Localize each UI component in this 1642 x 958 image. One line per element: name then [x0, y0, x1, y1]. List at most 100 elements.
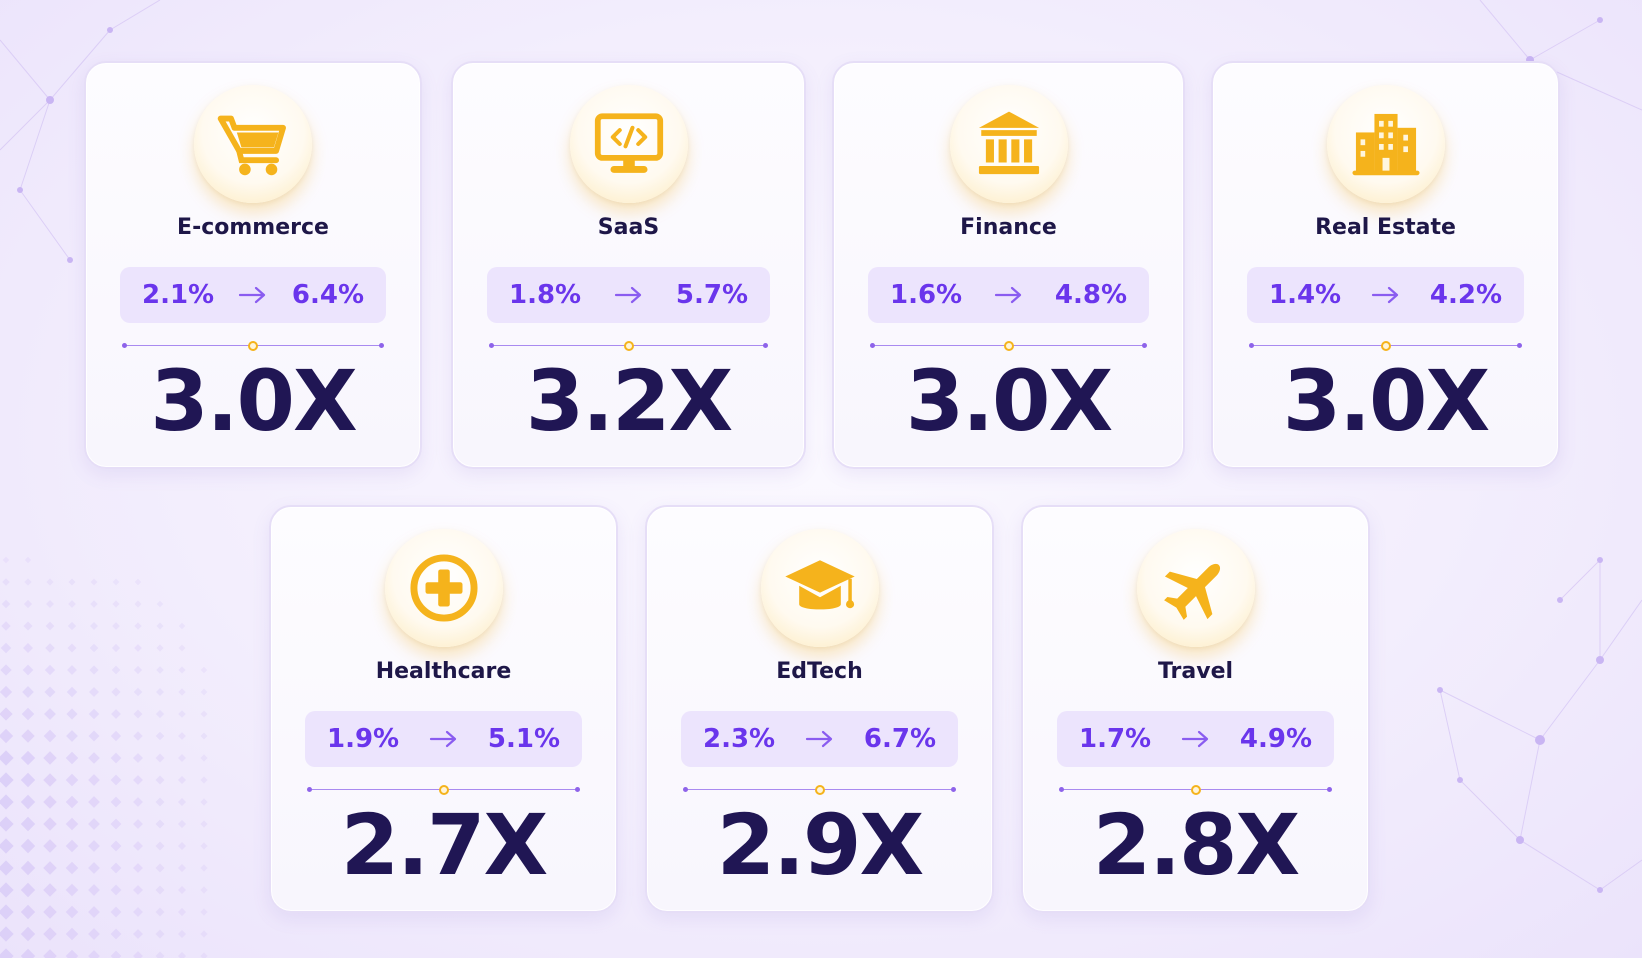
halftone-dot: [110, 752, 122, 764]
halftone-dot: [66, 686, 78, 698]
halftone-dot: [43, 729, 57, 743]
halftone-dot: [89, 665, 99, 675]
halftone-dot: [20, 838, 36, 854]
halftone-dot: [43, 839, 57, 853]
halftone-dot: [20, 904, 36, 920]
halftone-dot: [0, 664, 12, 676]
halftone-dot: [88, 928, 100, 940]
halftone-dot: [44, 686, 56, 698]
icon-badge: [1326, 85, 1445, 203]
rate-after: 4.9%: [1239, 724, 1312, 754]
halftone-dot: [43, 751, 57, 765]
halftone-dot: [22, 664, 34, 676]
multiplier-value: 3.0X: [905, 352, 1114, 450]
multiplier-value: 2.8X: [1092, 796, 1301, 894]
halftone-dot: [67, 621, 77, 631]
halftone-dot: [110, 774, 122, 786]
halftone-dot: [44, 664, 56, 676]
rate-before: 2.1%: [142, 280, 215, 310]
halftone-dot: [111, 709, 121, 719]
divider: [489, 341, 768, 351]
halftone-dot: [155, 951, 165, 958]
halftone-dot: [177, 797, 187, 807]
rate-after: 5.7%: [675, 280, 748, 310]
halftone-dot: [134, 622, 142, 630]
halftone-dot: [110, 730, 122, 742]
halftone-dot: [155, 819, 165, 829]
halftone-dot: [0, 948, 14, 958]
rate-after: 6.7%: [863, 724, 936, 754]
halftone-dot: [67, 643, 77, 653]
halftone-dot: [20, 882, 36, 898]
halftone-dot: [110, 906, 122, 918]
halftone-dot: [88, 796, 100, 808]
halftone-dot: [43, 905, 57, 919]
halftone-dot: [200, 886, 208, 894]
halftone-dot: [156, 688, 164, 696]
conversion-rate-change: 2.1% 6.4%: [120, 267, 386, 323]
halftone-dot: [0, 838, 14, 854]
halftone-dot: [46, 600, 54, 608]
halftone-dot: [178, 644, 186, 652]
divider: [1249, 341, 1522, 351]
halftone-dot: [156, 622, 164, 630]
halftone-dot: [1, 621, 11, 631]
bank-icon: [978, 111, 1039, 175]
rate-before: 2.3%: [703, 724, 776, 754]
divider: [307, 785, 580, 795]
halftone-dot: [200, 908, 208, 916]
halftone-dot: [2, 556, 10, 564]
rate-after: 4.2%: [1429, 280, 1502, 310]
multiplier-value: 2.9X: [716, 796, 925, 894]
halftone-dot: [110, 862, 122, 874]
halftone-dot: [133, 819, 143, 829]
shopping-cart-icon: [217, 115, 286, 176]
conversion-rate-change: 1.7% 4.9%: [1057, 711, 1334, 767]
halftone-dot: [65, 795, 79, 809]
halftone-dot: [89, 621, 99, 631]
halftone-dot: [133, 929, 143, 939]
halftone-dot: [155, 797, 165, 807]
card-title: EdTech: [776, 659, 863, 684]
halftone-dot: [0, 642, 12, 654]
halftone-dot: [0, 707, 13, 721]
halftone-dot: [110, 796, 122, 808]
halftone-dot: [65, 773, 79, 787]
halftone-dot: [43, 795, 57, 809]
arrow-right-icon: [238, 286, 266, 304]
halftone-dot: [133, 709, 143, 719]
halftone-dot: [110, 840, 122, 852]
halftone-dot: [110, 950, 122, 958]
halftone-dot: [0, 750, 14, 766]
halftone-dot: [23, 599, 33, 609]
halftone-dot: [177, 907, 187, 917]
arrow-right-icon: [805, 730, 832, 748]
icon-badge: [760, 529, 879, 647]
halftone-dot: [45, 621, 55, 631]
halftone-dot: [88, 774, 100, 786]
halftone-dot: [177, 951, 187, 958]
halftone-dot: [178, 622, 186, 630]
halftone-dot: [45, 643, 55, 653]
halftone-dot: [110, 928, 122, 940]
halftone-dot: [155, 775, 165, 785]
halftone-dot: [134, 578, 142, 586]
halftone-dot: [177, 753, 187, 763]
halftone-dot: [177, 841, 187, 851]
halftone-dot: [133, 687, 143, 697]
halftone-dot: [200, 688, 208, 696]
halftone-dot: [68, 578, 76, 586]
halftone-dot: [200, 864, 208, 872]
icon-badge: [194, 85, 312, 203]
halftone-dot: [20, 794, 36, 810]
halftone-dot: [20, 948, 36, 958]
halftone-dot: [24, 556, 32, 564]
halftone-dot: [23, 643, 33, 653]
halftone-dot: [0, 816, 14, 832]
halftone-dot: [133, 731, 143, 741]
industry-card-healthcare: Healthcare 1.9% 5.1% 2.7X: [269, 505, 618, 913]
halftone-dot: [200, 820, 208, 828]
rate-before: 1.7%: [1079, 724, 1152, 754]
halftone-dot: [177, 863, 187, 873]
halftone-dot: [200, 798, 208, 806]
